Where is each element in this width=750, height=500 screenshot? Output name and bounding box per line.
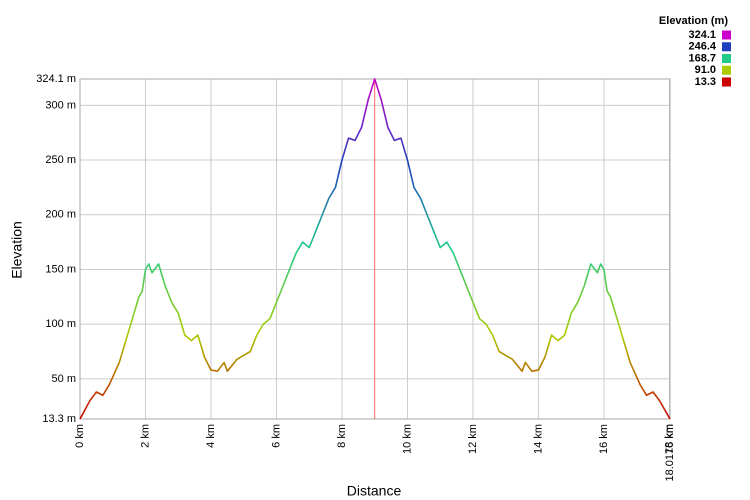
legend-swatch	[722, 54, 731, 63]
y-tick-label: 50 m	[52, 373, 76, 385]
legend-label: 246.4	[688, 41, 716, 53]
y-tick-label: 100 m	[45, 318, 76, 330]
y-tick-label: 324.1 m	[36, 73, 76, 85]
elevation-line	[79, 78, 671, 420]
legend-label: 91.0	[695, 64, 716, 76]
y-tick-label: 250 m	[45, 154, 76, 166]
y-tick-label: 13.3 m	[42, 413, 76, 425]
legend-swatch	[722, 77, 731, 87]
y-tick-label: 300 m	[45, 99, 76, 111]
x-tick-label: 8 km	[336, 424, 348, 448]
x-tick-label: 4 km	[205, 424, 217, 448]
x-tick-label: 16 km	[598, 424, 610, 454]
x-tick-label: 2 km	[139, 424, 151, 448]
legend-label: 13.3	[695, 76, 716, 88]
legend-label: 324.1	[688, 29, 716, 41]
legend-swatch	[722, 30, 731, 40]
x-tick-label: 10 km	[401, 424, 413, 454]
x-tick-label: 6 km	[270, 424, 282, 448]
legend-label: 168.7	[688, 52, 716, 64]
y-tick-label: 150 m	[45, 263, 76, 275]
x-axis-title: Distance	[347, 483, 402, 499]
legend-title: Elevation (m)	[659, 15, 728, 27]
y-axis-title: Elevation	[9, 221, 25, 279]
x-tick-label: 0 km	[74, 424, 86, 448]
y-tick-label: 200 m	[45, 209, 76, 221]
legend-swatch	[722, 65, 731, 75]
x-tick-label: 14 km	[532, 424, 544, 454]
x-tick-label: 18.0176 km	[664, 424, 676, 481]
x-tick-label: 12 km	[467, 424, 479, 454]
legend-swatch	[722, 42, 731, 52]
x-tick-label: 18 km	[663, 424, 675, 454]
